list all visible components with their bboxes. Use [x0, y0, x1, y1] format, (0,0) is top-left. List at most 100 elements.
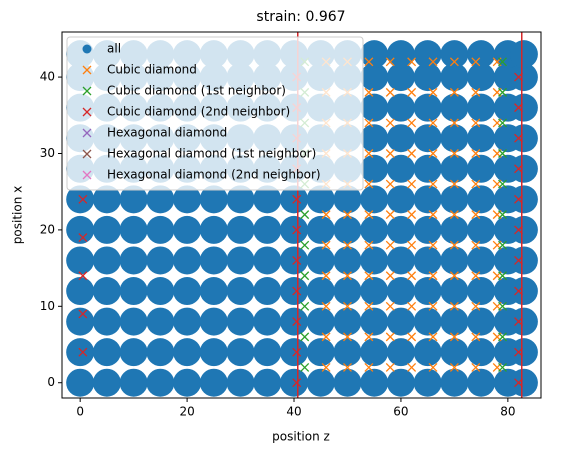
point — [413, 185, 442, 214]
point — [467, 40, 496, 69]
point — [333, 338, 362, 367]
point — [66, 277, 95, 306]
point — [199, 185, 228, 214]
point — [449, 210, 459, 220]
point — [498, 87, 507, 97]
point — [498, 210, 507, 220]
y-tick-label: 30 — [40, 146, 55, 160]
point — [78, 194, 88, 204]
point — [306, 368, 335, 397]
point — [407, 149, 417, 158]
point — [300, 301, 310, 311]
point — [407, 87, 417, 97]
point — [199, 307, 228, 336]
point — [428, 271, 438, 281]
y-tick-label: 40 — [40, 70, 55, 84]
point — [440, 93, 469, 122]
y-tick-label: 20 — [40, 222, 55, 236]
point — [449, 362, 459, 372]
point — [385, 210, 395, 220]
point — [407, 332, 417, 342]
point — [364, 301, 374, 311]
y-axis-label: position x — [11, 186, 25, 244]
point — [471, 57, 481, 67]
point — [306, 307, 335, 336]
point — [428, 179, 438, 189]
point — [78, 233, 88, 243]
point — [343, 240, 352, 250]
point — [333, 185, 362, 214]
point — [467, 338, 496, 367]
point — [119, 338, 148, 367]
point — [146, 215, 175, 244]
point — [321, 271, 331, 281]
point — [509, 93, 538, 122]
point — [467, 63, 496, 92]
point — [449, 179, 459, 189]
point — [467, 277, 496, 306]
point — [146, 277, 175, 306]
point — [321, 332, 331, 342]
chart-title: strain: 0.967 — [256, 9, 345, 25]
x-tick-label: 80 — [500, 405, 515, 419]
x-tick-label: 0 — [76, 405, 84, 419]
point — [360, 246, 389, 275]
point — [498, 149, 507, 158]
point — [333, 215, 362, 244]
point — [440, 215, 469, 244]
point — [66, 338, 95, 367]
point — [386, 368, 415, 397]
point — [509, 154, 538, 183]
point — [467, 215, 496, 244]
point — [360, 338, 389, 367]
point — [498, 57, 507, 67]
point — [467, 246, 496, 275]
point — [146, 338, 175, 367]
point — [292, 347, 302, 357]
legend-marker — [82, 170, 92, 180]
point — [428, 57, 438, 67]
point — [253, 215, 282, 244]
point — [280, 215, 309, 244]
point — [119, 307, 148, 336]
legend-label: all — [107, 42, 121, 56]
legend-label: Hexagonal diamond (2nd neighbor) — [107, 168, 321, 182]
point — [440, 63, 469, 92]
point — [440, 338, 469, 367]
point — [364, 210, 374, 220]
legend-marker — [82, 107, 92, 117]
point — [413, 338, 442, 367]
point — [66, 368, 95, 397]
point — [292, 378, 302, 388]
point — [386, 307, 415, 336]
point — [386, 93, 415, 122]
point — [407, 118, 417, 128]
point — [66, 185, 95, 214]
legend: all Cubic diamond Cubic diamond (1st neigh… — [66, 36, 364, 191]
x-tick-label: 60 — [393, 405, 408, 419]
point — [92, 307, 121, 336]
point — [385, 271, 395, 281]
point — [509, 185, 538, 214]
point — [119, 215, 148, 244]
point — [321, 210, 331, 220]
point — [300, 332, 310, 342]
point — [440, 368, 469, 397]
point — [280, 368, 309, 397]
point — [471, 301, 481, 311]
point — [360, 277, 389, 306]
point — [498, 240, 507, 250]
point — [440, 307, 469, 336]
point — [498, 362, 507, 372]
point — [360, 124, 389, 153]
point — [407, 240, 417, 250]
point — [199, 246, 228, 275]
point — [333, 246, 362, 275]
point — [449, 149, 459, 158]
point — [509, 40, 538, 69]
point — [386, 63, 415, 92]
point — [306, 185, 335, 214]
legend-marker — [82, 86, 92, 96]
point — [364, 271, 374, 281]
point — [385, 240, 395, 250]
